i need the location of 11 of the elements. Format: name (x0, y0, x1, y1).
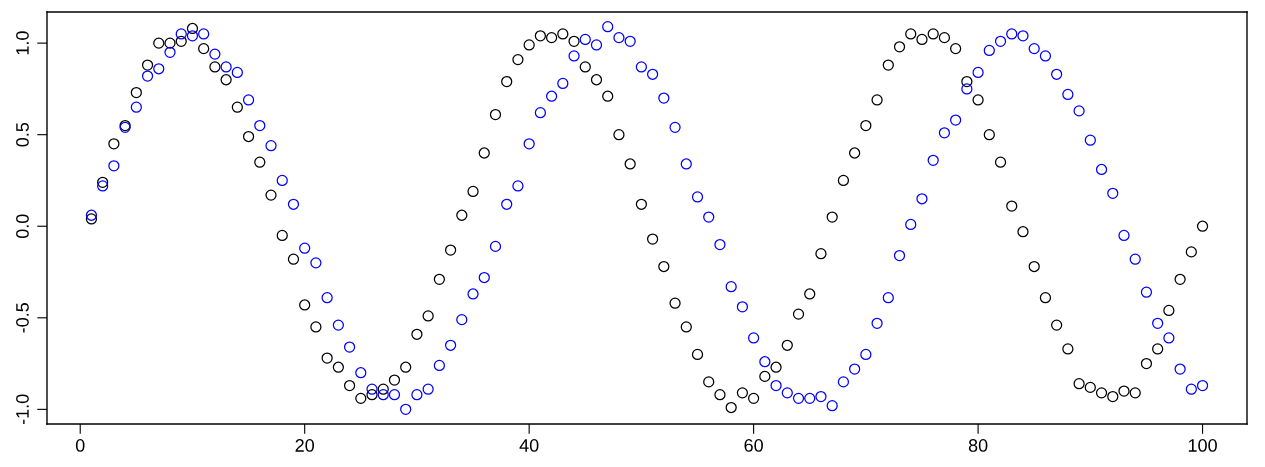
y-tick-label: -0.5 (16, 302, 29, 333)
x-tick-label: 80 (968, 439, 988, 452)
x-tick-label: 40 (519, 439, 539, 452)
x-tick-label: 20 (295, 439, 315, 452)
x-tick-label: 100 (1188, 439, 1217, 452)
y-tick-label: -1.0 (16, 394, 29, 425)
x-tick-label: 60 (744, 439, 763, 452)
y-tick-label: 1.0 (16, 31, 29, 55)
y-tick-label: 0.0 (16, 214, 29, 239)
x-tick-label: 0 (75, 439, 85, 452)
y-tick-label: 0.5 (16, 122, 29, 147)
